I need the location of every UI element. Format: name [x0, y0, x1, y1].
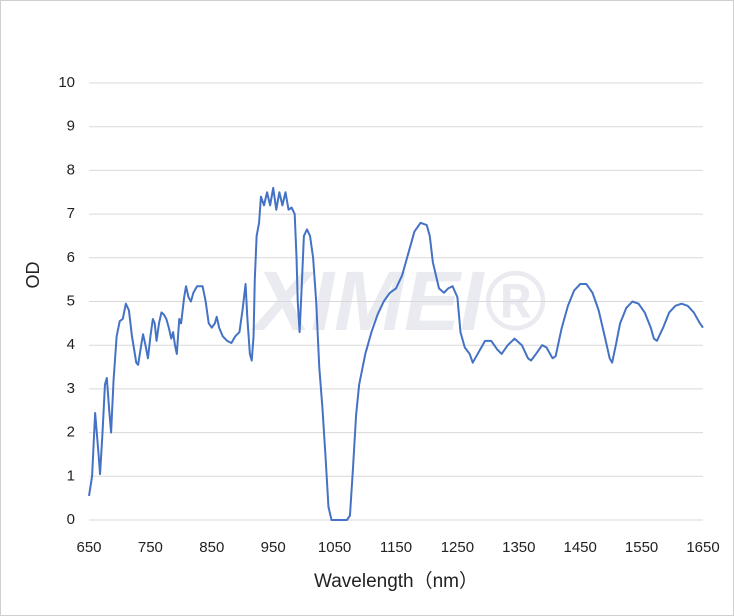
x-tick-label: 1250: [441, 539, 474, 556]
y-tick-label: 10: [58, 74, 75, 91]
x-tick-label: 1450: [564, 539, 597, 556]
x-tick-label: 1150: [380, 539, 412, 556]
y-tick-label: 7: [67, 205, 75, 222]
x-tick-label: 750: [138, 539, 163, 556]
y-tick-label: 9: [67, 118, 75, 135]
x-tick-label: 1350: [502, 539, 535, 556]
y-tick-label: 0: [67, 511, 75, 528]
x-tick-label: 1050: [318, 539, 351, 556]
y-tick-label: 2: [67, 424, 75, 441]
y-tick-label: 1: [67, 467, 75, 484]
x-axis-label: Wavelength（nm）: [314, 570, 478, 592]
data-line: [88, 186, 704, 521]
y-axis-label: OD: [23, 261, 43, 288]
y-tick-label: 8: [67, 161, 75, 178]
x-tick-label: 850: [199, 539, 224, 556]
x-tick-label: 1550: [625, 539, 658, 556]
x-tick-label: 950: [261, 539, 286, 556]
y-tick-label: 4: [67, 336, 75, 353]
y-tick-label: 6: [67, 249, 75, 266]
x-tick-label: 650: [76, 539, 101, 556]
x-tick-label: 1650: [686, 539, 719, 556]
y-tick-label: 5: [67, 292, 75, 309]
y-tick-label: 3: [67, 380, 75, 397]
